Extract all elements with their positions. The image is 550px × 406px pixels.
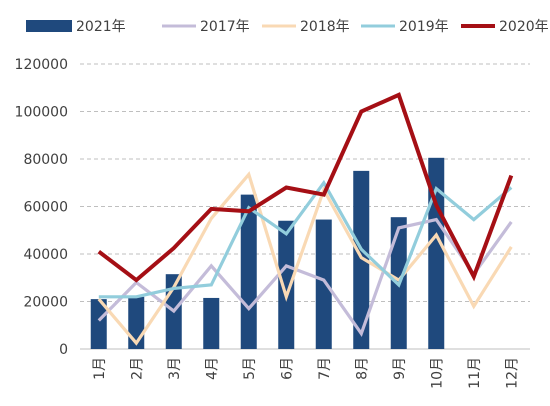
- legend-item: 2018年: [262, 19, 350, 35]
- x-tick-label: 9月: [392, 357, 408, 380]
- x-tick-label: 1月: [92, 357, 108, 380]
- bar: [240, 194, 257, 349]
- legend-label: 2020年: [499, 19, 549, 35]
- y-tick-label: 100000: [15, 105, 68, 121]
- legend-label: 2019年: [399, 19, 449, 35]
- x-tick-label: 5月: [242, 357, 258, 380]
- legend-swatch: [26, 20, 72, 32]
- bar: [428, 157, 445, 349]
- bar: [278, 220, 295, 349]
- x-tick-label: 10月: [429, 357, 445, 389]
- y-tick-label: 120000: [15, 57, 68, 73]
- legend-item: 2020年: [461, 19, 549, 35]
- x-tick-label: 2月: [129, 357, 145, 380]
- x-tick-label: 7月: [317, 357, 333, 380]
- legend-item: 2021年: [26, 19, 126, 35]
- line-series-group: [97, 92, 514, 346]
- bar: [203, 297, 220, 349]
- series-line: [97, 217, 513, 338]
- x-tick-label: 4月: [204, 357, 220, 380]
- y-tick-label: 0: [59, 342, 68, 358]
- x-tick-label: 6月: [279, 357, 295, 380]
- y-tick-label: 60000: [23, 200, 68, 216]
- x-tick-label: 3月: [167, 357, 183, 380]
- x-tick-label: 8月: [354, 357, 370, 380]
- legend-item: 2019年: [361, 19, 449, 35]
- series-line: [97, 171, 513, 346]
- bar: [90, 299, 107, 349]
- bar: [353, 170, 370, 349]
- y-axis: 0 20000 40000 60000 80000 100000 120000: [15, 57, 68, 358]
- series-line: [98, 179, 513, 299]
- x-tick-label: 12月: [504, 357, 520, 389]
- legend-label: 2021年: [76, 19, 126, 35]
- x-axis: 1月 2月 3月 4月 5月 6月 7月 8月 9月 10月 11月 12月: [92, 357, 521, 389]
- legend-item: 2017年: [162, 19, 250, 35]
- x-tick-label: 11月: [467, 357, 483, 389]
- y-tick-label: 80000: [23, 152, 68, 168]
- series-line: [97, 92, 514, 283]
- bar: [315, 219, 332, 349]
- legend-label: 2018年: [300, 19, 350, 35]
- y-tick-label: 40000: [23, 247, 68, 263]
- y-tick-label: 20000: [23, 295, 68, 311]
- legend: 2021年 2017年 2018年 2019年 2020年: [26, 19, 549, 35]
- legend-label: 2017年: [200, 19, 250, 35]
